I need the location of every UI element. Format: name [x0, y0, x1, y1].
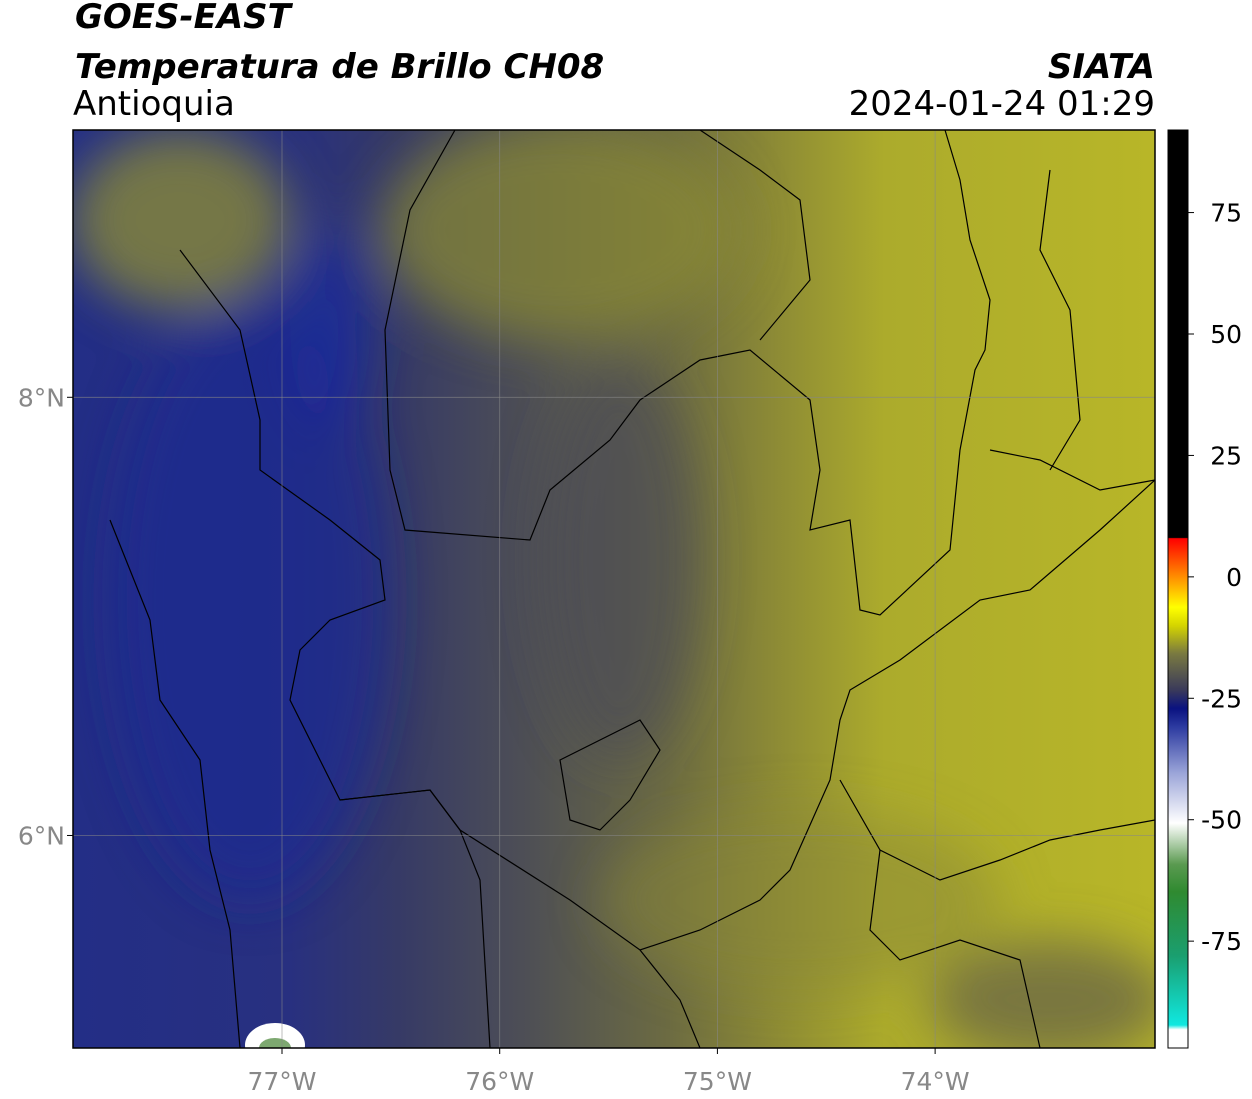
- x-tick-label: 77°W: [247, 1067, 316, 1096]
- y-tick-label: 8°N: [18, 383, 65, 412]
- region-label: Antioquia: [73, 84, 235, 124]
- colorbar: [1167, 129, 1189, 1049]
- y-tick-label: 6°N: [18, 821, 65, 850]
- colorbar-tick-label: -50: [1201, 806, 1242, 835]
- satellite-title: GOES-EAST: [75, 0, 294, 37]
- datetime-label: 2024-01-24 01:29: [849, 84, 1155, 124]
- colorbar-tick-label: -25: [1201, 684, 1242, 713]
- colorbar-tick-label: 0: [1226, 563, 1242, 592]
- x-tick-label: 74°W: [901, 1067, 970, 1096]
- colorbar-tick-label: 25: [1210, 441, 1242, 470]
- colorbar-tick-label: -75: [1201, 927, 1242, 956]
- map-area: [73, 130, 1155, 1048]
- cold-cloud: [245, 1023, 305, 1048]
- cloud-field: [73, 130, 1155, 1048]
- cold-cloud-core: [259, 1038, 291, 1048]
- map-frame: [72, 129, 1156, 1049]
- boundaries: [109, 130, 1155, 1048]
- colorbar-tick-label: 75: [1210, 199, 1242, 228]
- grid: [73, 130, 1155, 1048]
- source-label: SIATA: [1048, 47, 1155, 87]
- x-tick-label: 75°W: [683, 1067, 752, 1096]
- product-title: Temperatura de Brillo CH08: [75, 47, 604, 87]
- x-tick-label: 76°W: [465, 1067, 534, 1096]
- colorbar-tick-label: 50: [1210, 320, 1242, 349]
